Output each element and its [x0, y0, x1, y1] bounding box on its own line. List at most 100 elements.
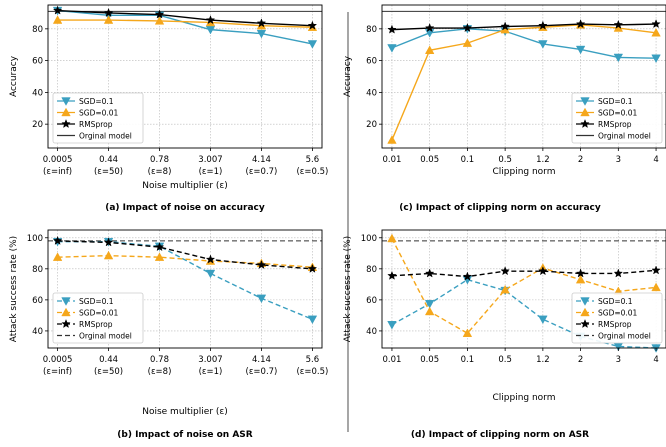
- legend-label: SGD=0.01: [79, 308, 119, 317]
- data-point: [103, 237, 114, 247]
- chart-c: 20 40 60 80 0.01 0.05 0.1 0.5 1.2 2 3 4 Clipping nor…: [343, 4, 666, 213]
- chart-d: 40 60 80 100 0.01 0.05 0.1 0.5 1.2 2 3 4 Clipping no…: [343, 229, 666, 440]
- data-point: [154, 242, 165, 252]
- data-point: [613, 53, 624, 63]
- x-tick-label: 3: [616, 355, 621, 365]
- series-line-0: [57, 9, 313, 45]
- legend-marker: [61, 318, 71, 329]
- x-tick-sublabel: (ε=50): [94, 167, 123, 177]
- x-tick-sublabel: (ε=8): [148, 167, 172, 177]
- x-tick-label: 1.2: [536, 155, 550, 165]
- legend-label: SGD=0.1: [598, 97, 633, 106]
- x-tick-label: 3.007: [198, 355, 222, 365]
- legend-marker: [580, 318, 590, 329]
- x-tick-label: 0.78: [150, 355, 169, 365]
- axes-frame: [47, 4, 323, 149]
- data-point: [424, 23, 435, 33]
- legend-marker: [61, 107, 71, 117]
- x-tick-label: 2: [578, 155, 583, 165]
- series-line-2: [391, 269, 657, 278]
- x-tick-label: 0.01: [382, 355, 401, 365]
- legend-label: SGD=0.01: [598, 308, 638, 317]
- data-point: [424, 29, 435, 38]
- legend-label: RMSprop: [598, 320, 632, 329]
- data-point: [613, 268, 624, 278]
- data-point: [424, 306, 435, 316]
- data-point: [52, 252, 63, 261]
- legend-marker: [61, 307, 71, 317]
- legend-box: [571, 292, 663, 344]
- data-point: [103, 250, 114, 260]
- x-tick-label: 0.05: [420, 355, 439, 365]
- x-tick-label: 0.5: [498, 155, 512, 165]
- y-tick-label: 40: [366, 327, 377, 337]
- chart-caption: (d) Impact of clipping norm on ASR: [411, 430, 589, 440]
- legend-label: RMSprop: [79, 320, 113, 329]
- chart-b: 40 60 80 100 0.0005 (ε=inf) 0.44 (ε=50) 0.78 (ε=8…: [9, 229, 328, 440]
- x-axis-label: Noise multiplier (ε): [142, 181, 228, 191]
- data-point: [52, 15, 63, 24]
- y-axis-label: Accuracy: [343, 55, 353, 97]
- series-line-0: [391, 278, 657, 349]
- data-point: [651, 27, 661, 37]
- legend-marker: [580, 297, 590, 306]
- x-tick-label: 4: [653, 155, 658, 165]
- data-point: [387, 233, 397, 243]
- legend-label: SGD=0.01: [79, 108, 119, 117]
- y-axis-label: Attack success rate (%): [9, 236, 19, 342]
- y-tick-label: 80: [32, 265, 43, 275]
- data-point: [424, 45, 435, 54]
- series-line-2: [57, 240, 313, 270]
- series-line-2: [391, 23, 657, 31]
- legend-label: SGD=0.1: [598, 297, 633, 306]
- x-tick-label: 0.44: [99, 355, 118, 365]
- data-point: [462, 328, 473, 337]
- y-tick-label: 80: [366, 265, 377, 275]
- legend-label: SGD=0.1: [79, 297, 114, 306]
- data-point: [500, 266, 510, 276]
- data-point: [538, 266, 548, 276]
- data-point: [205, 254, 216, 264]
- data-point: [575, 268, 586, 278]
- legend-marker: [580, 107, 590, 117]
- data-point: [103, 7, 114, 17]
- axes-frame: [381, 229, 666, 349]
- series-line-1: [57, 19, 313, 28]
- x-tick-label: 0.44: [99, 155, 118, 165]
- chart-caption: (b) Impact of noise on ASR: [117, 430, 252, 440]
- x-tick-label: 2: [578, 355, 583, 365]
- y-axis-label: Attack success rate (%): [343, 236, 353, 342]
- data-point: [307, 40, 318, 49]
- legend-label: RMSprop: [79, 120, 113, 129]
- legend-label: Orginal model: [598, 131, 651, 140]
- data-point: [307, 315, 318, 325]
- y-tick-label: 20: [32, 120, 43, 130]
- legend-box: [52, 292, 144, 344]
- x-tick-label: 3: [616, 155, 621, 165]
- legend-marker: [61, 97, 71, 106]
- legend-label: Orginal model: [79, 131, 132, 140]
- y-tick-label: 40: [32, 88, 43, 98]
- x-tick-label: 0.05: [420, 155, 439, 165]
- x-tick-label: 0.01: [382, 155, 401, 165]
- data-point: [387, 24, 397, 34]
- chart-a: 20 40 60 80 0.0005 (ε=inf) 0.44 (ε=50) 0.78 (ε=8)…: [9, 4, 328, 213]
- legend-label: SGD=0.1: [79, 97, 114, 106]
- x-tick-sublabel: (ε=0.7): [246, 167, 278, 177]
- data-point: [387, 270, 397, 280]
- x-tick-label: 0.5: [498, 355, 512, 365]
- axes-frame: [47, 229, 323, 349]
- series-line-1: [391, 24, 657, 141]
- legend-label: Orginal model: [598, 331, 651, 340]
- data-point: [387, 44, 397, 53]
- x-axis-label: Noise multiplier (ε): [142, 407, 228, 417]
- data-point: [387, 135, 397, 144]
- data-point: [52, 235, 63, 245]
- data-point: [462, 271, 473, 281]
- legend-marker: [580, 97, 590, 106]
- chart-caption: (c) Impact of clipping norm on accuracy: [399, 203, 601, 213]
- legend-label: SGD=0.01: [598, 108, 638, 117]
- data-point: [154, 9, 165, 19]
- y-tick-label: 60: [32, 57, 43, 67]
- x-tick-label: 4.14: [252, 155, 271, 165]
